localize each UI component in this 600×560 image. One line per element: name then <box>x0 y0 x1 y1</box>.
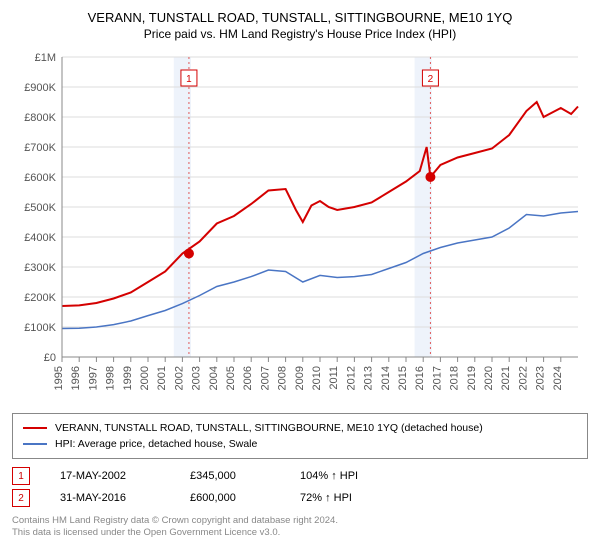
svg-text:2008: 2008 <box>277 366 289 390</box>
svg-text:1: 1 <box>186 74 192 85</box>
legend-label: HPI: Average price, detached house, Swal… <box>55 438 257 450</box>
svg-text:£300K: £300K <box>24 262 56 274</box>
svg-text:2007: 2007 <box>259 366 271 390</box>
footer-line-1: Contains HM Land Registry data © Crown c… <box>12 515 588 527</box>
svg-text:1998: 1998 <box>105 366 117 390</box>
chart-title: VERANN, TUNSTALL ROAD, TUNSTALL, SITTING… <box>12 10 588 25</box>
svg-text:2023: 2023 <box>535 366 547 390</box>
sale-price: £345,000 <box>190 470 270 482</box>
svg-text:2002: 2002 <box>173 366 185 390</box>
svg-text:2003: 2003 <box>191 366 203 390</box>
legend-row: VERANN, TUNSTALL ROAD, TUNSTALL, SITTING… <box>23 420 577 436</box>
svg-text:£800K: £800K <box>24 112 56 124</box>
svg-text:2: 2 <box>428 74 434 85</box>
svg-text:2015: 2015 <box>397 366 409 390</box>
svg-text:2001: 2001 <box>156 366 168 390</box>
sales-table: 1 17-MAY-2002 £345,000 104% ↑ HPI 2 31-MAY-20… <box>12 465 588 509</box>
svg-text:2022: 2022 <box>517 366 529 390</box>
svg-text:2013: 2013 <box>363 366 375 390</box>
svg-text:2014: 2014 <box>380 366 392 390</box>
legend-row: HPI: Average price, detached house, Swal… <box>23 436 577 452</box>
legend-label: VERANN, TUNSTALL ROAD, TUNSTALL, SITTING… <box>55 422 483 434</box>
svg-text:£500K: £500K <box>24 202 56 214</box>
svg-text:2017: 2017 <box>431 366 443 390</box>
chart-subtitle: Price paid vs. HM Land Registry's House … <box>12 27 588 41</box>
svg-text:2005: 2005 <box>225 366 237 390</box>
legend-swatch <box>23 443 47 445</box>
svg-text:£900K: £900K <box>24 82 56 94</box>
svg-text:2011: 2011 <box>328 366 340 390</box>
svg-text:2018: 2018 <box>449 366 461 390</box>
sale-badge: 2 <box>12 489 30 507</box>
svg-text:£600K: £600K <box>24 172 56 184</box>
svg-text:1996: 1996 <box>70 366 82 390</box>
svg-text:1997: 1997 <box>87 366 99 390</box>
svg-text:£1M: £1M <box>35 52 56 64</box>
sale-price: £600,000 <box>190 492 270 504</box>
svg-text:2019: 2019 <box>466 366 478 390</box>
chart-container: VERANN, TUNSTALL ROAD, TUNSTALL, SITTING… <box>0 0 600 546</box>
sale-badge: 1 <box>12 467 30 485</box>
svg-text:£100K: £100K <box>24 322 56 334</box>
svg-text:2016: 2016 <box>414 366 426 390</box>
svg-text:2009: 2009 <box>294 366 306 390</box>
sale-date: 31-MAY-2016 <box>60 492 160 504</box>
svg-text:£700K: £700K <box>24 142 56 154</box>
svg-text:2012: 2012 <box>345 366 357 390</box>
svg-text:2004: 2004 <box>208 366 220 390</box>
svg-text:2021: 2021 <box>500 366 512 390</box>
svg-text:2006: 2006 <box>242 366 254 390</box>
svg-text:2010: 2010 <box>311 366 323 390</box>
chart-area: £0 £100K £200K £300K £400K £500K £600K £700K £80… <box>12 47 588 407</box>
svg-text:£400K: £400K <box>24 232 56 244</box>
svg-text:2000: 2000 <box>139 366 151 390</box>
footer-line-2: This data is licensed under the Open Gov… <box>12 527 588 539</box>
legend: VERANN, TUNSTALL ROAD, TUNSTALL, SITTING… <box>12 413 588 459</box>
svg-text:1995: 1995 <box>53 366 65 390</box>
svg-text:2020: 2020 <box>483 366 495 390</box>
svg-text:£200K: £200K <box>24 292 56 304</box>
sale-row: 1 17-MAY-2002 £345,000 104% ↑ HPI <box>12 465 588 487</box>
svg-text:1999: 1999 <box>122 366 134 390</box>
svg-text:2024: 2024 <box>552 366 564 390</box>
footer-attribution: Contains HM Land Registry data © Crown c… <box>12 515 588 540</box>
sale-delta: 72% ↑ HPI <box>300 492 390 504</box>
sale-row: 2 31-MAY-2016 £600,000 72% ↑ HPI <box>12 487 588 509</box>
svg-text:£0: £0 <box>44 352 56 364</box>
sale-date: 17-MAY-2002 <box>60 470 160 482</box>
legend-swatch <box>23 427 47 429</box>
sale-delta: 104% ↑ HPI <box>300 470 390 482</box>
